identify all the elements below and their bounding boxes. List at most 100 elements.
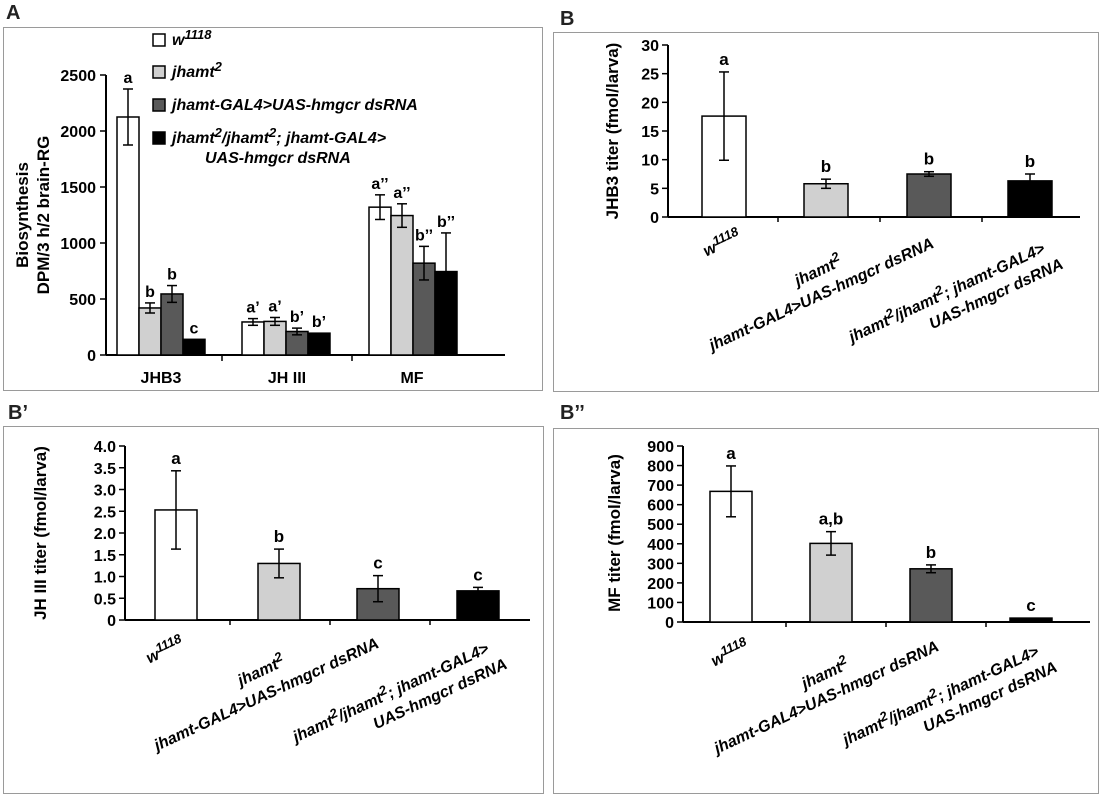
x-tick-label-text: jhamt-GAL4>UAS-hmgcr dsRNA [150, 635, 382, 755]
bar [116, 116, 140, 356]
y-tick-label: 1.5 [94, 548, 116, 565]
x-tick-label: w1118​ [142, 630, 188, 667]
y-tick-label: 20 [641, 95, 659, 112]
y-tick-label: 500 [647, 517, 674, 534]
legend-swatch [152, 65, 166, 79]
significance-letter: b’ [312, 314, 326, 331]
bar [909, 568, 953, 623]
legend-label-line2: UAS-hmgcr dsRNA [205, 150, 351, 167]
panel-letter-b-prime: B’ [8, 402, 28, 424]
y-axis-label: JH III titer (fmol/larva) [31, 446, 50, 620]
y-tick-label: 2.5 [94, 504, 116, 521]
y-tick-label: 30 [641, 38, 659, 55]
bar [241, 321, 265, 356]
y-tick-label: 10 [641, 153, 659, 170]
bar [390, 214, 414, 356]
significance-letter: a’’ [393, 185, 410, 202]
y-tick-label: 200 [647, 576, 674, 593]
legend-swatch [152, 98, 166, 112]
y-axis-label: MF titer (fmol/larva) [605, 454, 624, 612]
y-axis-label-text: MF titer (fmol/larva) [605, 454, 624, 612]
bar [160, 293, 184, 356]
y-tick-label: 25 [641, 67, 659, 84]
y-axis-label-text: JH III titer (fmol/larva) [31, 446, 50, 620]
x-tick-label-text: w1118​ [699, 223, 745, 260]
x-tick-label: jhamt2​/jhamt2​; jhamt-GAL4>UAS-hmgcr ds… [845, 240, 1066, 347]
x-tick-label: JH III [268, 370, 306, 387]
significance-letter: b [1025, 152, 1035, 171]
y-tick-label: 100 [647, 595, 674, 612]
y-tick-label: 500 [69, 292, 96, 309]
panel-b-frame [553, 32, 1099, 392]
significance-letter: a [726, 444, 736, 463]
significance-letter: b [145, 284, 155, 301]
chart-b-prime: 0 0.5 1.0 1.5 2.0 2.5 3.0 3.5 4.0 JH III titer (f… [31, 439, 530, 755]
y-tick-label: 15 [641, 124, 659, 141]
significance-letter: b [924, 150, 934, 169]
significance-letter: a [124, 70, 133, 87]
significance-letter: a’ [246, 300, 259, 317]
significance-letter: b [926, 543, 936, 562]
panel-letter-a: A [6, 2, 21, 24]
panel-b-double-prime-frame [553, 428, 1099, 794]
significance-letter: b’ [290, 309, 304, 326]
significance-letter: b’’ [437, 214, 455, 231]
x-tick-label-text: w1118​ [142, 630, 188, 667]
y-tick-label: 0.5 [94, 591, 116, 608]
x-tick-label: JHB3 [141, 370, 182, 387]
significance-letter: a [171, 449, 181, 468]
y-axis-label-text: JHB3 titer (fmol/larva) [603, 43, 622, 220]
significance-letter: b [167, 267, 177, 284]
y-tick-label: 1.0 [94, 570, 116, 587]
y-axis-label: Biosynthesis DPM/3 h/2 brain-RG [13, 136, 53, 295]
significance-letter: c [1026, 596, 1035, 615]
y-tick-label: 3.5 [94, 461, 116, 478]
x-tick-label: w1118​ [707, 633, 753, 670]
y-tick-label: 0 [650, 210, 659, 227]
y-tick-label: 900 [647, 439, 674, 456]
bar [138, 307, 162, 356]
significance-letter: a,b [819, 510, 844, 529]
y-tick-label: 1000 [60, 236, 96, 253]
significance-letter: b [274, 527, 284, 546]
x-tick-label: w1118​ [699, 223, 745, 260]
y-tick-label: 300 [647, 556, 674, 573]
bar [182, 338, 206, 356]
bar [263, 320, 287, 356]
bar [368, 206, 392, 356]
x-tick-label: jhamt2​/jhamt2​; jhamt-GAL4>UAS-hmgcr ds… [289, 640, 510, 747]
y-tick-label: 600 [647, 498, 674, 515]
x-tick-label: jhamt-GAL4>UAS-hmgcr dsRNA [710, 638, 942, 758]
significance-letter: c [190, 320, 199, 337]
y-tick-label: 700 [647, 478, 674, 495]
y-axis-label-line1: Biosynthesis [13, 162, 32, 268]
bar [456, 590, 500, 621]
y-tick-label: 800 [647, 459, 674, 476]
y-tick-label: 0 [665, 615, 674, 632]
x-tick-label-text: jhamt-GAL4>UAS-hmgcr dsRNA [705, 235, 937, 355]
y-tick-label: 400 [647, 537, 674, 554]
y-tick-label: 2500 [60, 68, 96, 85]
x-tick-label: jhamt-GAL4>UAS-hmgcr dsRNA [150, 635, 382, 755]
panel-letter-b: B [560, 8, 575, 30]
legend-swatch [152, 33, 166, 47]
bar [1009, 617, 1053, 623]
panel-a-frame [3, 27, 543, 391]
y-tick-label: 3.0 [94, 483, 116, 500]
chart-b-double-prime: 0 100 200 300 400 500 600 700 800 900 MF titer (fm… [605, 439, 1090, 758]
legend-swatch [152, 131, 166, 145]
x-tick-label-text: jhamt-GAL4>UAS-hmgcr dsRNA [710, 638, 942, 758]
significance-letter: a [719, 50, 729, 69]
bar [906, 173, 952, 218]
chart-a: 0 500 1000 1500 2000 2500 Biosynthesis DPM/3 h/… [13, 27, 505, 387]
x-tick-label-text: w1118​ [707, 633, 753, 670]
bar [307, 332, 331, 356]
y-tick-label: 5 [650, 181, 659, 198]
significance-letter: b’’ [415, 227, 433, 244]
y-tick-label: 0 [107, 613, 116, 630]
significance-letter: b [821, 157, 831, 176]
legend-label: jhamt2​ [170, 59, 223, 81]
significance-letter: a’ [268, 298, 281, 315]
y-tick-label: 2000 [60, 124, 96, 141]
legend-label: jhamt-GAL4>UAS-hmgcr dsRNA [170, 97, 418, 114]
